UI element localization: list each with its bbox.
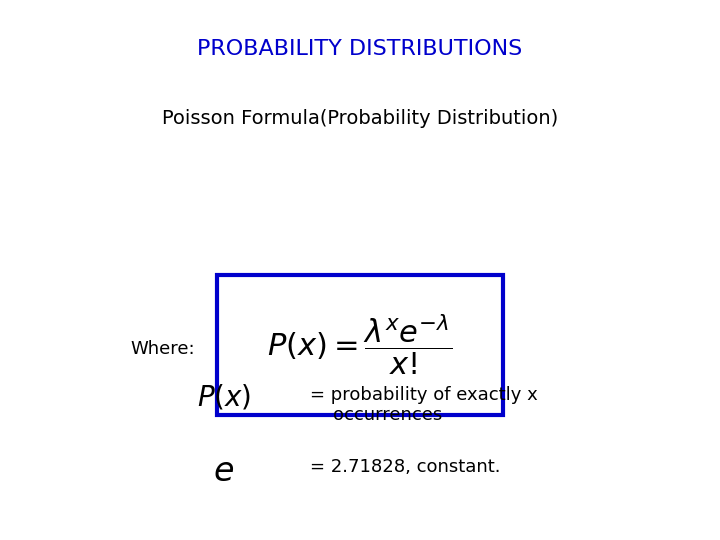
FancyBboxPatch shape bbox=[217, 275, 503, 415]
Text: PROBABILITY DISTRIBUTIONS: PROBABILITY DISTRIBUTIONS bbox=[197, 39, 523, 59]
Text: = probability of exactly x
    occurrences: = probability of exactly x occurrences bbox=[310, 386, 538, 424]
Text: $P(x)=\dfrac{\lambda^x e^{-\lambda}}{x!}$: $P(x)=\dfrac{\lambda^x e^{-\lambda}}{x!}… bbox=[267, 313, 453, 377]
Text: Poisson Formula(Probability Distribution): Poisson Formula(Probability Distribution… bbox=[162, 109, 558, 128]
Text: Where:: Where: bbox=[130, 340, 195, 358]
Text: = 2.71828, constant.: = 2.71828, constant. bbox=[310, 458, 500, 476]
Text: $\mathit{e}$: $\mathit{e}$ bbox=[213, 455, 234, 488]
Text: $P(x)$: $P(x)$ bbox=[197, 383, 251, 412]
